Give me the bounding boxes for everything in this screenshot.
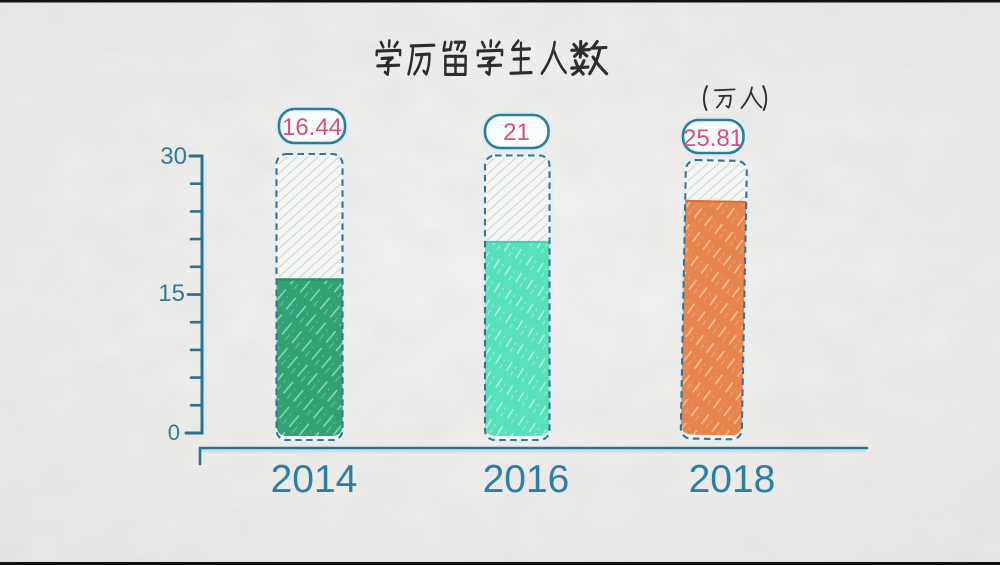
svg-text:2014: 2014 (271, 458, 358, 501)
svg-text:2018: 2018 (689, 458, 776, 501)
svg-text:2016: 2016 (483, 458, 570, 501)
svg-text:25.81: 25.81 (683, 125, 743, 152)
svg-text:30: 30 (160, 143, 187, 170)
svg-text:16.44: 16.44 (282, 114, 342, 141)
svg-text:15: 15 (158, 280, 185, 307)
svg-text:0: 0 (168, 420, 180, 445)
svg-text:21: 21 (503, 119, 530, 146)
